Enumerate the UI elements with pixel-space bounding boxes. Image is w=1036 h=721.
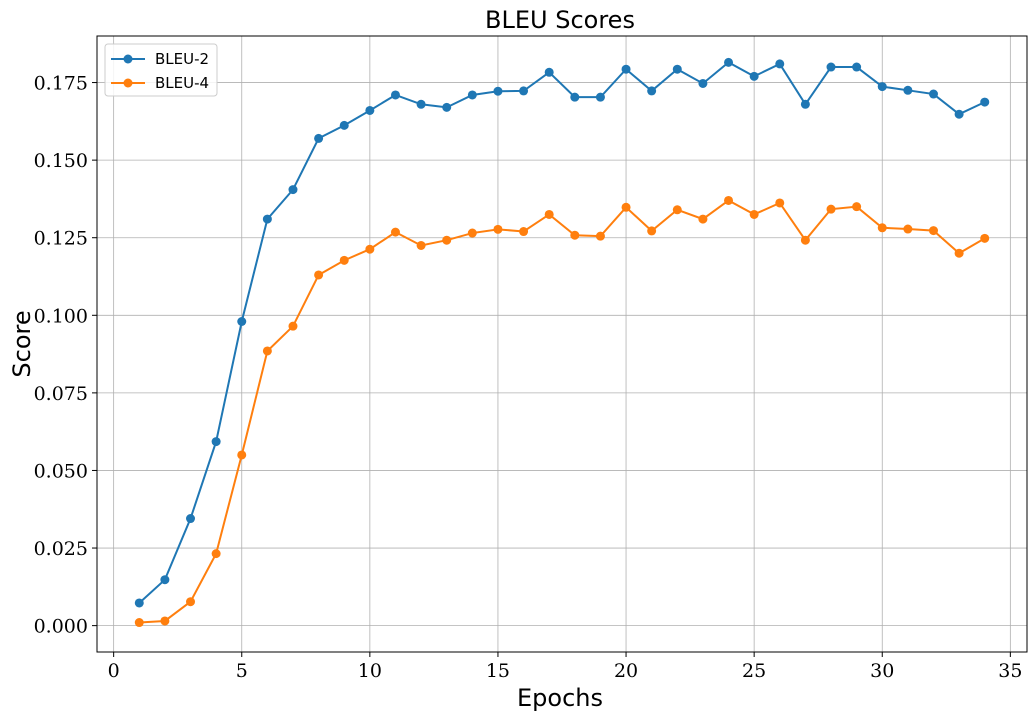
bleu-4-point xyxy=(211,549,221,559)
y-tick-label: 0.150 xyxy=(34,150,88,172)
bleu-2-point xyxy=(928,89,938,99)
bleu-2-point xyxy=(365,105,375,115)
plot-frame xyxy=(96,35,1028,653)
bleu-4-point xyxy=(775,198,785,208)
bleu-4-point xyxy=(544,209,554,219)
bleu-4-point xyxy=(980,233,990,243)
bleu-4-point xyxy=(621,202,631,212)
series-layer xyxy=(134,57,990,628)
bleu-2-point xyxy=(672,64,682,74)
bleu-4-point xyxy=(570,230,580,240)
bleu-2-point xyxy=(134,598,144,608)
bleu-2-point xyxy=(544,67,554,77)
bleu-4-point xyxy=(467,228,477,238)
bleu-2-point xyxy=(621,64,631,74)
bleu-2-point xyxy=(980,97,990,107)
x-tick-label: 5 xyxy=(236,660,248,682)
bleu-2-point xyxy=(852,62,862,72)
bleu-4-point xyxy=(262,346,272,356)
bleu-2-point xyxy=(467,90,477,100)
bleu-2-point xyxy=(724,57,734,67)
bleu-4-point xyxy=(288,321,298,331)
legend-bleu-2-marker xyxy=(123,54,133,64)
bleu-2-point xyxy=(954,109,964,119)
bleu-4-point xyxy=(877,223,887,233)
y-tick-label: 0.175 xyxy=(34,73,88,95)
bleu-2-point xyxy=(647,86,657,96)
bleu-4-point xyxy=(954,248,964,258)
bleu-2-point xyxy=(903,85,913,95)
bleu-4-point xyxy=(186,597,196,607)
bleu-4-point xyxy=(826,204,836,214)
bleu-2-point xyxy=(160,575,170,585)
y-tick-label: 0.125 xyxy=(34,228,88,250)
bleu-4-point xyxy=(800,235,810,245)
bleu-4-point xyxy=(647,226,657,236)
bleu-2-point xyxy=(877,82,887,92)
legend-bleu-4-label: BLEU-4 xyxy=(155,74,209,92)
bleu-2-point xyxy=(570,92,580,102)
y-tick-label: 0.100 xyxy=(34,305,88,327)
bleu-4-point xyxy=(314,270,324,280)
bleu-4-line xyxy=(139,199,986,624)
bleu-2-point xyxy=(416,99,426,109)
bleu-4-point xyxy=(724,195,734,205)
bleu-4-point xyxy=(852,202,862,212)
x-axis-label: Epochs xyxy=(517,684,603,712)
bleu-4-point xyxy=(365,244,375,254)
legend: BLEU-2 BLEU-4 xyxy=(104,43,218,97)
bleu-2-line xyxy=(138,61,986,604)
y-tick-label: 0.050 xyxy=(34,460,88,482)
bleu-2-point xyxy=(211,437,221,447)
bleu-4-point xyxy=(928,226,938,236)
bleu-2-point xyxy=(800,99,810,109)
x-tick-label: 20 xyxy=(614,660,638,682)
bleu-4-point xyxy=(160,616,170,626)
bleu-4-point xyxy=(493,224,503,234)
bleu-4-point xyxy=(416,240,426,250)
x-tick-label: 10 xyxy=(358,660,382,682)
x-tick-label: 25 xyxy=(742,660,766,682)
y-tick-label: 0.075 xyxy=(34,383,88,405)
bleu-2-point xyxy=(698,78,708,88)
bleu-2-point xyxy=(339,120,349,130)
x-tick-label: 0 xyxy=(108,660,120,682)
bleu-4-point xyxy=(672,205,682,215)
chart-title: BLEU Scores xyxy=(485,6,635,34)
bleu-4-point xyxy=(339,255,349,265)
x-tick-label: 15 xyxy=(486,660,510,682)
y-tick-label: 0.000 xyxy=(34,616,88,638)
bleu-2-point xyxy=(237,317,247,327)
bleu-2-point xyxy=(749,71,759,81)
bleu-2-point xyxy=(186,514,196,524)
bleu-2-point xyxy=(262,214,272,224)
bleu-4-point xyxy=(519,227,529,237)
bleu-2-point xyxy=(390,90,400,100)
bleu-2-point xyxy=(493,86,503,96)
bleu-4-point xyxy=(442,235,452,245)
grid-lines xyxy=(97,36,1027,652)
bleu-2-point xyxy=(442,102,452,112)
bleu-2-point xyxy=(314,133,324,143)
bleu-4-point xyxy=(903,224,913,234)
legend-bleu-4-marker xyxy=(123,78,133,88)
x-tick-label: 30 xyxy=(870,660,894,682)
bleu-2-point xyxy=(775,59,785,69)
bleu-2-point xyxy=(519,86,529,96)
bleu-4-point xyxy=(595,231,605,241)
bleu-2-point xyxy=(595,92,605,102)
bleu-4-point xyxy=(698,214,708,224)
legend-bleu-2-label: BLEU-2 xyxy=(155,50,209,68)
bleu-2-point xyxy=(288,185,298,195)
y-axis-label: Score xyxy=(8,310,36,377)
bleu-4-point xyxy=(237,450,247,460)
bleu-2-point xyxy=(826,62,836,72)
x-tick-label: 35 xyxy=(998,660,1022,682)
bleu-4-point xyxy=(390,227,400,237)
y-tick-label: 0.025 xyxy=(34,538,88,560)
tick-layer: 0 5 10 15 20 25 30 35 0.000 0.025 0.050 0.075 0.100 0… xyxy=(34,73,1023,682)
bleu-4-point xyxy=(134,618,144,628)
bleu-4-point xyxy=(749,209,759,219)
